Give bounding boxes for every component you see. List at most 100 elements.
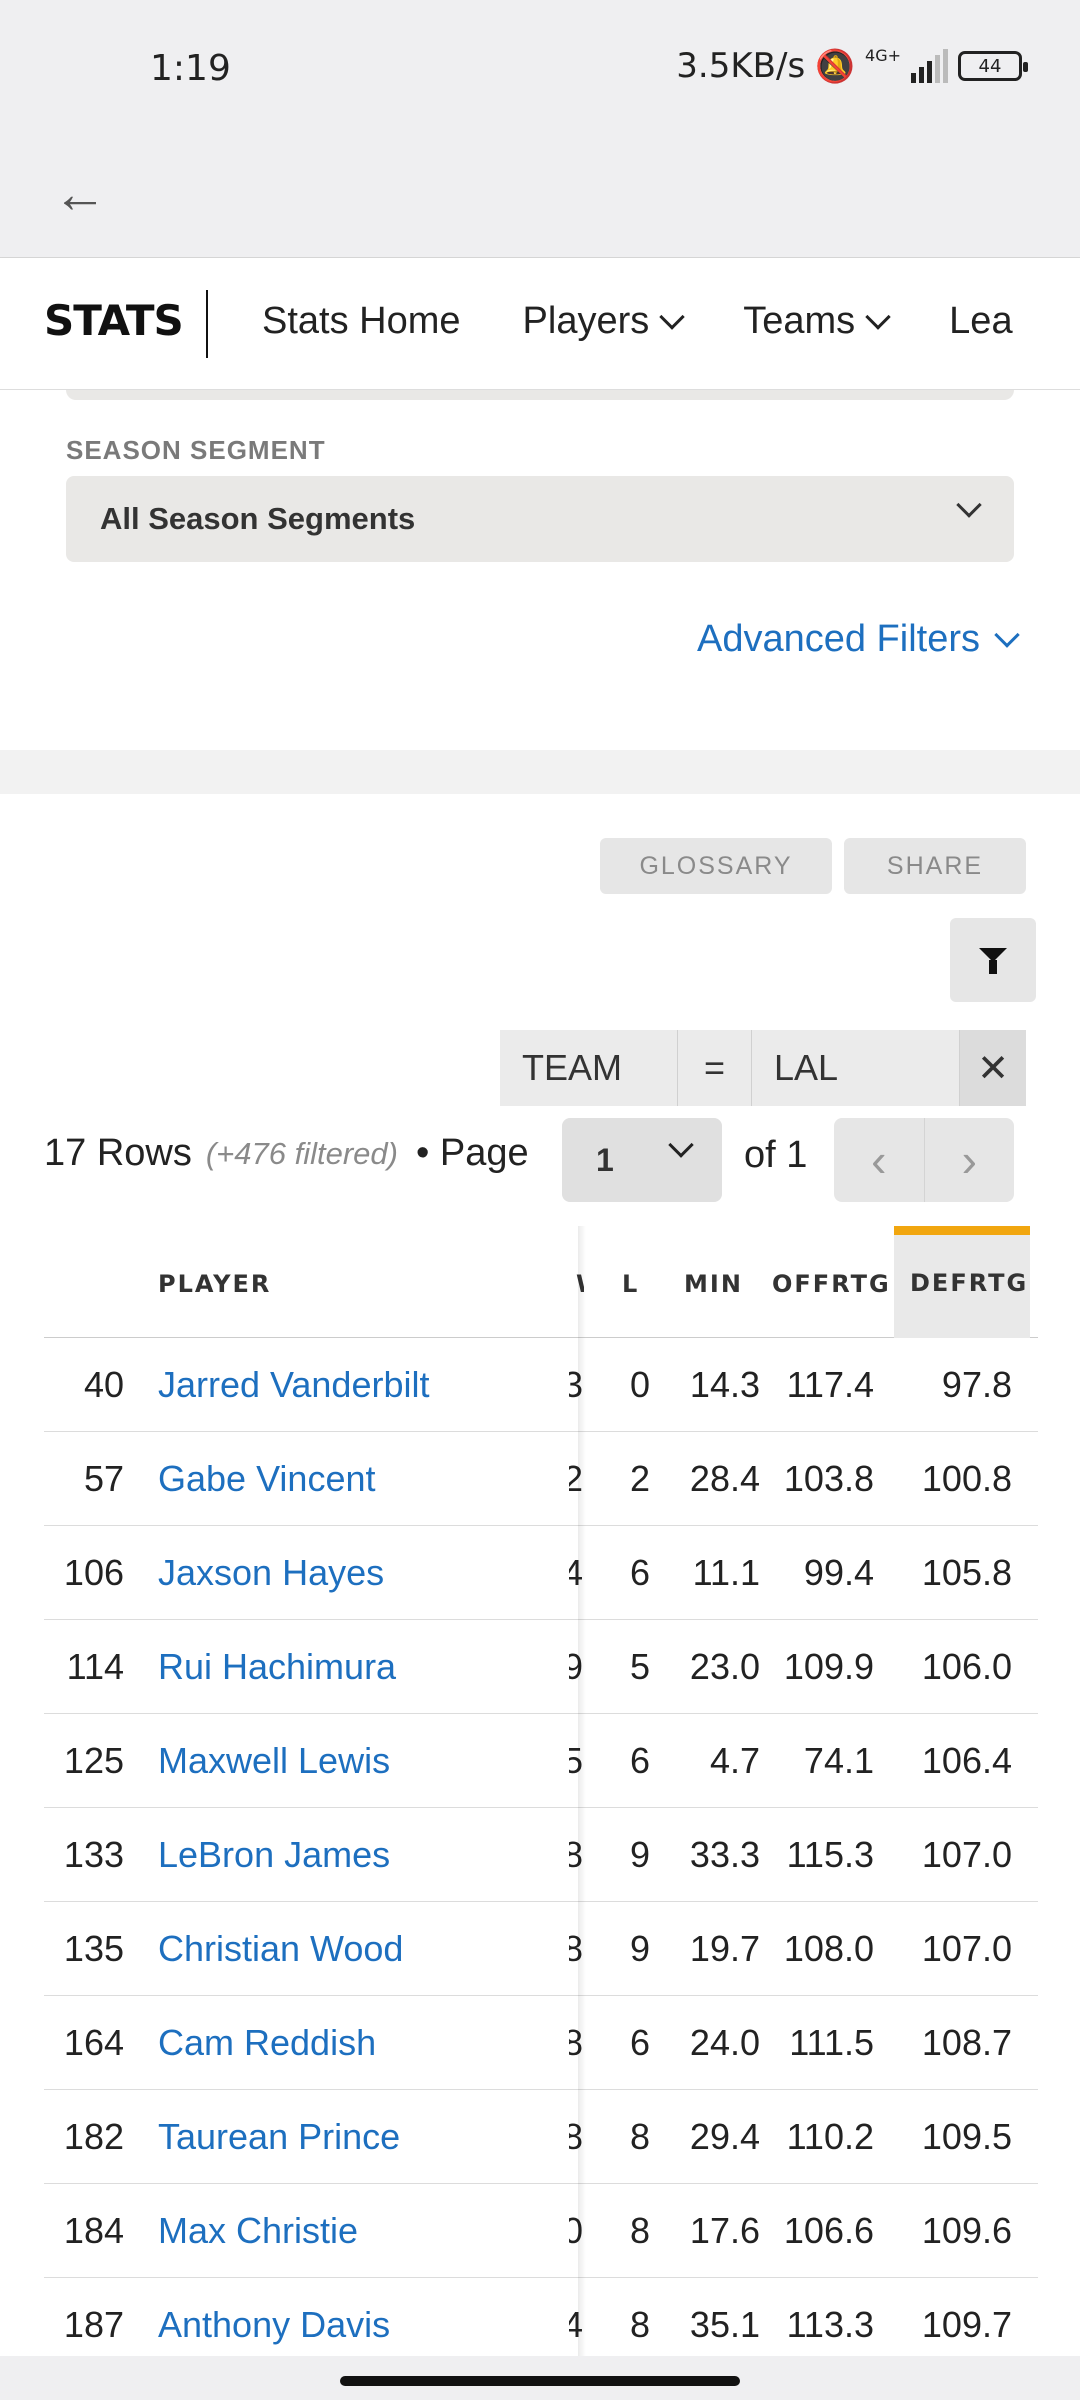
- player-name-link[interactable]: Rui Hachimura: [158, 1646, 397, 1687]
- signal-icon: [911, 49, 948, 83]
- defrtg-cell: 107.0: [921, 1834, 1012, 1875]
- pager: ‹ ›: [834, 1118, 1014, 1202]
- losses-cell: 8: [629, 2116, 651, 2157]
- nav-items: Stats Home Players Teams Lea: [262, 300, 1013, 343]
- player-name-link[interactable]: Maxwell Lewis: [158, 1740, 391, 1781]
- wins-cell: 5: [569, 1740, 583, 1781]
- status-time: 1:19: [150, 48, 231, 89]
- rank-cell: 106: [63, 1552, 124, 1593]
- rows-count: 17 Rows: [44, 1132, 192, 1174]
- offrtg-cell: 113.3: [786, 2304, 874, 2345]
- rank-cell: 182: [63, 2116, 124, 2157]
- defrtg-cell: 109.6: [921, 2210, 1012, 2251]
- advanced-filters-label: Advanced Filters: [696, 618, 980, 660]
- losses-cell: 8: [629, 2210, 651, 2251]
- table-row: 135 Christian Wood 8 9 19.7 108.0 107.0: [44, 1902, 1038, 1996]
- minutes-cell: 24.0: [689, 2022, 760, 2063]
- minutes-cell: 35.1: [689, 2304, 760, 2345]
- minutes-cell: 28.4: [689, 1458, 760, 1499]
- nav-divider: [206, 290, 208, 358]
- filter-button[interactable]: [950, 918, 1036, 1002]
- wins-cell: 3: [569, 1364, 583, 1405]
- losses-cell: 0: [629, 1364, 651, 1405]
- column-header-l[interactable]: L: [622, 1270, 640, 1298]
- gesture-bar: [0, 2356, 1080, 2400]
- offrtg-cell: 115.3: [786, 1834, 874, 1875]
- table-body: 40 Jarred Vanderbilt 3 0 14.3 117.4 97.8 57 Gabe…: [44, 1338, 1038, 2356]
- status-indicators: 3.5KB/s 🔕 4G+ 44: [676, 46, 1028, 86]
- glossary-button[interactable]: GLOSSARY: [600, 838, 832, 894]
- column-header-player[interactable]: PLAYER: [158, 1270, 272, 1298]
- status-bar: 1:19 3.5KB/s 🔕 4G+ 44: [0, 0, 1080, 140]
- offrtg-cell: 110.2: [786, 2116, 874, 2157]
- advanced-filters-link[interactable]: Advanced Filters: [696, 618, 1020, 661]
- wins-cell: 9: [569, 1646, 583, 1687]
- offrtg-cell: 106.6: [783, 2210, 874, 2251]
- losses-cell: 9: [629, 1834, 651, 1875]
- player-name-link[interactable]: Max Christie: [158, 2210, 359, 2251]
- back-arrow-icon[interactable]: ←: [53, 164, 107, 224]
- previous-page-button[interactable]: ‹: [834, 1118, 925, 1202]
- minutes-cell: 4.7: [709, 1740, 760, 1781]
- nav-item-label: Stats Home: [262, 300, 461, 342]
- losses-cell: 5: [629, 1646, 651, 1687]
- minutes-cell: 29.4: [689, 2116, 760, 2157]
- column-header-defrtg[interactable]: DEFRTG: [894, 1226, 1030, 1338]
- filter-funnel-icon: [979, 948, 1007, 962]
- table-row: 133 LeBron James 8 9 33.3 115.3 107.0: [44, 1808, 1038, 1902]
- nav-item-label: Players: [522, 300, 650, 342]
- table-row: 114 Rui Hachimura 9 5 23.0 109.9 106.0: [44, 1620, 1038, 1714]
- defrtg-cell: 100.8: [921, 1458, 1012, 1499]
- stats-table-panel: GLOSSARY SHARE TEAM = LAL ✕ 17 Rows (+47…: [0, 794, 1080, 2356]
- nav-item-teams[interactable]: Teams: [743, 300, 891, 343]
- home-indicator[interactable]: [340, 2376, 740, 2386]
- network-speed: 3.5KB/s: [676, 46, 806, 86]
- rank-cell: 40: [83, 1364, 124, 1405]
- chevron-down-icon: [668, 1132, 694, 1158]
- page-select[interactable]: 1: [562, 1118, 722, 1202]
- network-type: 4G+: [865, 46, 901, 65]
- player-name-link[interactable]: Anthony Davis: [158, 2304, 391, 2345]
- wins-cell: 4: [569, 2304, 583, 2345]
- nav-item-players[interactable]: Players: [522, 300, 685, 343]
- wins-cell: 8: [569, 1834, 583, 1875]
- season-segment-select[interactable]: All Season Segments: [66, 476, 1014, 562]
- minutes-cell: 23.0: [689, 1646, 760, 1687]
- column-header-w[interactable]: W: [576, 1270, 584, 1298]
- share-button[interactable]: SHARE: [844, 838, 1026, 894]
- filter-value[interactable]: LAL: [752, 1030, 960, 1106]
- player-name-link[interactable]: Jarred Vanderbilt: [158, 1364, 430, 1405]
- losses-cell: 6: [629, 1552, 651, 1593]
- rows-filtered: (+476 filtered): [205, 1135, 398, 1171]
- rank-cell: 187: [63, 2304, 124, 2345]
- frozen-column-shadow: [578, 1226, 586, 2356]
- filter-operator[interactable]: =: [678, 1030, 752, 1106]
- rank-cell: 135: [63, 1928, 124, 1969]
- nav-item-stats-home[interactable]: Stats Home: [262, 300, 461, 343]
- player-name-link[interactable]: Jaxson Hayes: [158, 1552, 385, 1593]
- chevron-down-icon: [956, 492, 982, 518]
- player-name-link[interactable]: Cam Reddish: [158, 2022, 377, 2063]
- player-name-link[interactable]: Christian Wood: [158, 1928, 404, 1969]
- wins-cell: 4: [569, 1552, 583, 1593]
- nav-item-leaders[interactable]: Lea: [949, 300, 1012, 343]
- wins-cell: 2: [569, 1458, 583, 1499]
- minutes-cell: 17.6: [689, 2210, 760, 2251]
- column-header-offrtg[interactable]: OFFRTG: [772, 1270, 891, 1298]
- defrtg-cell: 106.4: [921, 1740, 1012, 1781]
- next-page-button[interactable]: ›: [961, 1134, 977, 1186]
- offrtg-cell: 109.9: [783, 1646, 874, 1687]
- rank-cell: 184: [63, 2210, 124, 2251]
- player-name-link[interactable]: Taurean Prince: [158, 2116, 401, 2157]
- column-header-min[interactable]: MIN: [684, 1270, 743, 1298]
- filter-field[interactable]: TEAM: [500, 1030, 678, 1106]
- close-icon[interactable]: ✕: [960, 1030, 1026, 1106]
- losses-cell: 6: [629, 2022, 651, 2063]
- player-name-link[interactable]: Gabe Vincent: [158, 1458, 376, 1499]
- stats-brand[interactable]: STATS: [44, 296, 184, 345]
- losses-cell: 8: [629, 2304, 651, 2345]
- table-row: 184 Max Christie 0 8 17.6 106.6 109.6: [44, 2184, 1038, 2278]
- wins-cell: 8: [569, 2022, 583, 2063]
- player-name-link[interactable]: LeBron James: [158, 1834, 391, 1875]
